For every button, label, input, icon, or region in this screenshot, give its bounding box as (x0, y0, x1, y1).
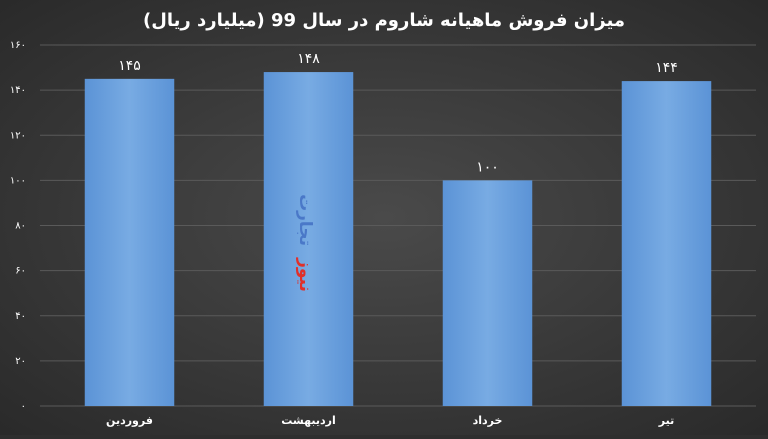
x-tick-label: اردیبهشت (281, 414, 335, 427)
y-tick-label: ۶۰ (15, 266, 26, 277)
bar (263, 72, 354, 406)
chart-title: میزان فروش ماهیانه شاروم در سال 99 (میلی… (143, 10, 625, 31)
x-tick-label: خرداد (473, 414, 503, 427)
value-label: ۱۴۴ (655, 60, 678, 76)
x-tick-label: تیر (658, 414, 674, 427)
y-tick-label: ۱۰۰ (10, 175, 26, 186)
bar (621, 81, 712, 406)
y-tick-label: ۰ (21, 401, 26, 412)
watermark-brand: تجارت (295, 194, 315, 246)
y-tick-label: ۱۴۰ (10, 85, 26, 96)
bar (442, 180, 533, 406)
bar (84, 78, 175, 406)
y-tick-label: ۲۰ (15, 356, 26, 367)
value-label: ۱۰۰ (476, 159, 499, 175)
value-label: ۱۴۵ (118, 58, 141, 74)
value-label: ۱۴۸ (297, 51, 320, 67)
watermark: تجارت نیوز (295, 194, 315, 292)
y-tick-label: ۴۰ (15, 311, 26, 322)
y-tick-label: ۸۰ (15, 221, 26, 232)
y-tick-label: ۱۶۰ (10, 40, 26, 51)
x-tick-label: فروردین (106, 414, 153, 427)
y-tick-label: ۱۲۰ (10, 130, 26, 141)
watermark-suffix: نیوز (295, 257, 315, 292)
